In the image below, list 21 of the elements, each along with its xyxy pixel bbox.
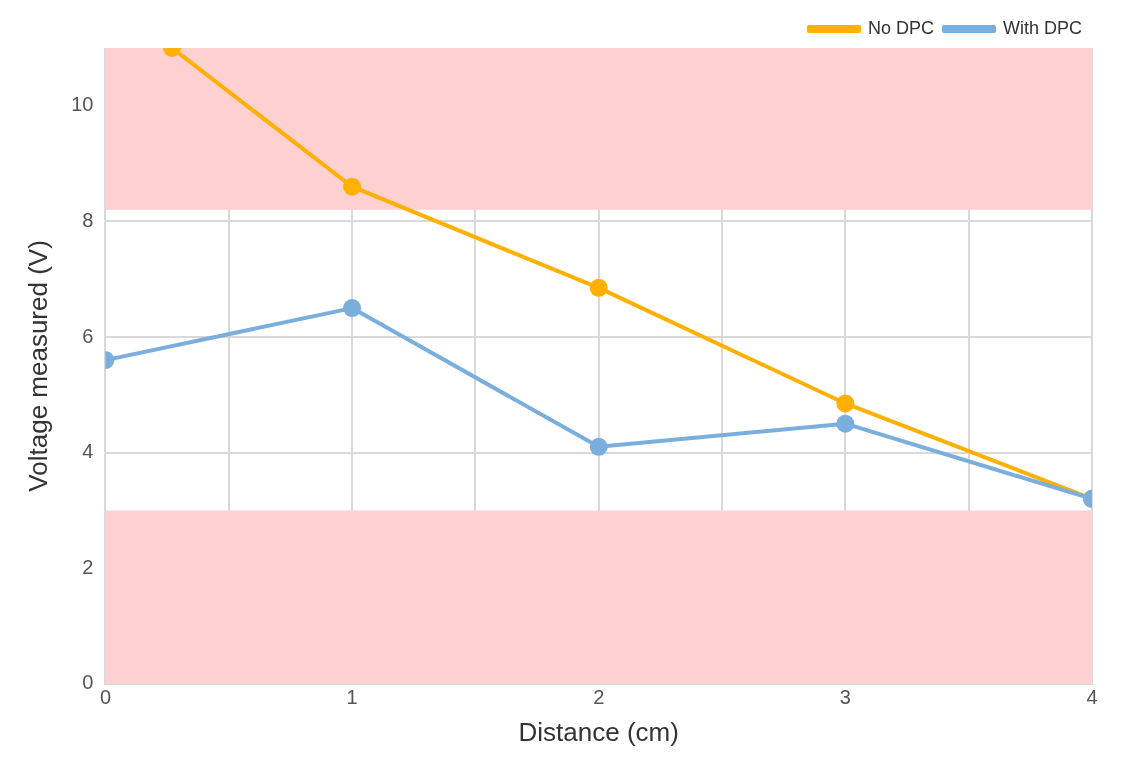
point xyxy=(836,394,855,413)
y-tick-label: 10 xyxy=(71,93,94,116)
x-tick-label: 0 xyxy=(99,686,112,709)
y-tick-label: 2 xyxy=(82,555,94,578)
x-tick-label: 4 xyxy=(1086,686,1098,709)
y-tick-label: 0 xyxy=(82,671,94,694)
legend-label: No DPC xyxy=(867,17,934,38)
y-tick-label: 6 xyxy=(82,324,94,347)
y-tick-label: 4 xyxy=(82,440,94,463)
x-tick-label: 2 xyxy=(593,686,605,709)
x-tick-label: 3 xyxy=(839,686,851,709)
y-tick-label: 8 xyxy=(82,208,94,231)
point xyxy=(836,414,855,433)
x-axis-title: Distance (cm) xyxy=(518,716,679,747)
legend-label: With DPC xyxy=(1003,17,1083,38)
x-tick-label: 1 xyxy=(346,686,358,709)
point xyxy=(589,437,608,456)
y-axis-title: Voltage measured (V) xyxy=(22,240,53,492)
point xyxy=(343,177,362,196)
point xyxy=(589,278,608,297)
point xyxy=(343,299,362,318)
